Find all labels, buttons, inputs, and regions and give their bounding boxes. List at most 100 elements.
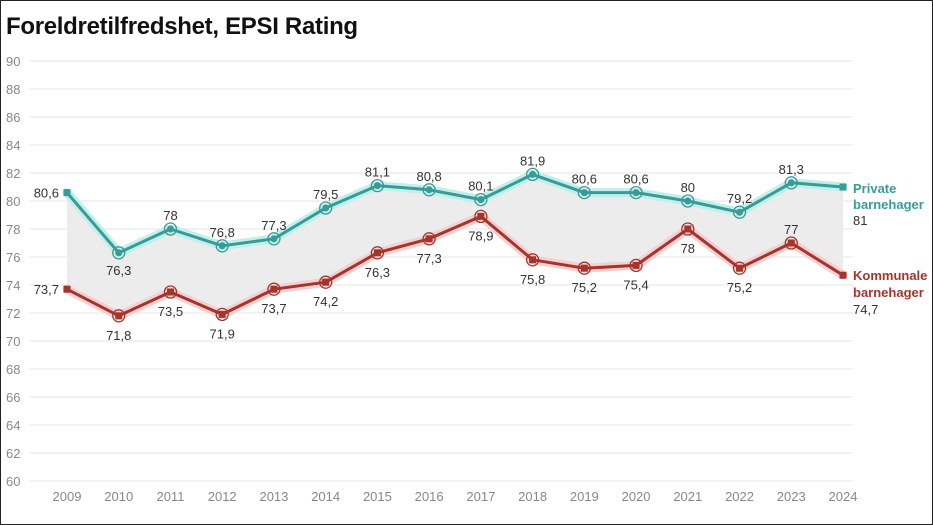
data-point (373, 182, 381, 190)
data-point-ring (163, 222, 178, 236)
data-label-kommunale: 78,9 (468, 228, 493, 243)
x-tick-label: 2018 (518, 489, 547, 504)
data-point-ring (422, 183, 436, 197)
y-tick-label: 84 (6, 138, 20, 153)
data-point (580, 189, 588, 197)
x-tick-label: 2023 (777, 489, 806, 504)
data-point (115, 249, 123, 257)
series-end-value-kommunale: 74,7 (853, 302, 878, 317)
data-point (529, 170, 537, 178)
x-tick-label: 2017 (466, 489, 495, 504)
data-point (373, 249, 381, 257)
y-tick-label: 74 (6, 278, 20, 293)
y-tick-label: 82 (6, 166, 20, 181)
data-point (270, 235, 278, 243)
data-point-ring (112, 246, 126, 260)
data-point (787, 179, 795, 187)
data-point-ring (319, 201, 333, 215)
data-point-ring (370, 246, 385, 260)
data-point-ring (112, 309, 126, 323)
data-point (115, 312, 123, 320)
data-label-kommunale: 75,2 (727, 280, 752, 295)
series-name-kommunale-line2: barnehager (853, 285, 924, 300)
data-point-square (63, 189, 71, 197)
data-label-private: 81,3 (779, 162, 804, 177)
data-point (425, 235, 433, 243)
data-point (218, 310, 226, 318)
data-label-kommunale: 77,3 (416, 251, 441, 266)
data-point-ring (370, 178, 385, 193)
data-label-private: 79,2 (727, 191, 752, 206)
y-tick-label: 78 (6, 222, 20, 237)
series-end-value-private: 81 (853, 213, 867, 228)
data-point (218, 242, 226, 250)
data-label-kommunale: 76,3 (365, 265, 390, 280)
data-point-ring (681, 194, 695, 208)
data-label-private: 78 (163, 208, 177, 223)
data-point (632, 189, 640, 197)
gap-band (67, 174, 843, 316)
data-point-ring (163, 285, 178, 299)
data-label-kommunale: 78 (681, 241, 695, 256)
y-tick-label: 90 (6, 54, 20, 69)
y-tick-label: 70 (6, 334, 20, 349)
data-point-ring (215, 307, 229, 322)
data-point-square (839, 271, 847, 279)
data-point (477, 196, 485, 204)
data-label-kommunale: 75,2 (572, 280, 597, 295)
data-label-private: 80,6 (34, 186, 59, 201)
data-label-kommunale: 71,8 (106, 328, 131, 343)
x-tick-label: 2011 (156, 489, 184, 504)
data-label-kommunale: 77 (784, 222, 798, 237)
data-point-ring (319, 275, 333, 289)
data-point (529, 256, 537, 264)
data-point-ring (629, 258, 643, 273)
x-tick-label: 2014 (311, 489, 340, 504)
data-point (322, 204, 330, 212)
data-label-private: 80,6 (623, 172, 648, 187)
series-name-private-line2: barnehager (853, 197, 924, 212)
data-point-ring (422, 232, 436, 246)
y-tick-label: 64 (6, 418, 20, 433)
data-point (166, 225, 174, 233)
y-tick-label: 62 (6, 446, 20, 461)
data-point-ring (732, 205, 747, 219)
data-point-ring (784, 176, 798, 190)
data-label-kommunale: 75,8 (520, 272, 545, 287)
y-tick-label: 72 (6, 306, 20, 321)
data-label-private: 80 (681, 180, 695, 195)
data-point-ring (629, 185, 643, 200)
data-label-kommunale: 75,4 (623, 277, 648, 292)
data-label-private: 77,3 (261, 218, 286, 233)
x-tick-label: 2015 (363, 489, 392, 504)
data-point (787, 239, 795, 247)
data-point-ring (525, 167, 540, 182)
y-tick-label: 66 (6, 390, 20, 405)
data-point-ring (215, 239, 229, 253)
data-point-ring (681, 222, 695, 236)
series-line (65, 172, 844, 255)
data-point (425, 186, 433, 194)
data-point (684, 197, 692, 205)
data-label-private: 76,8 (210, 225, 235, 240)
data-point-ring (577, 185, 591, 200)
data-label-private: 80,1 (468, 179, 493, 194)
series-name-kommunale-line1: Kommunale (853, 268, 927, 283)
data-label-private: 80,6 (572, 172, 597, 187)
series-name-private-line1: Private (853, 181, 896, 196)
x-tick-label: 2013 (259, 489, 288, 504)
data-point-ring (577, 261, 591, 275)
data-point-ring (267, 282, 281, 296)
data-label-private: 81,1 (365, 165, 390, 180)
data-point (270, 285, 278, 293)
data-point-ring (474, 192, 488, 207)
data-point-square (839, 183, 847, 191)
data-point (322, 278, 330, 286)
x-tick-label: 2012 (208, 489, 237, 504)
x-tick-label: 2022 (725, 489, 754, 504)
data-point (736, 208, 744, 216)
data-label-kommunale: 73,7 (261, 301, 286, 316)
data-point (580, 264, 588, 272)
data-point (632, 261, 640, 269)
